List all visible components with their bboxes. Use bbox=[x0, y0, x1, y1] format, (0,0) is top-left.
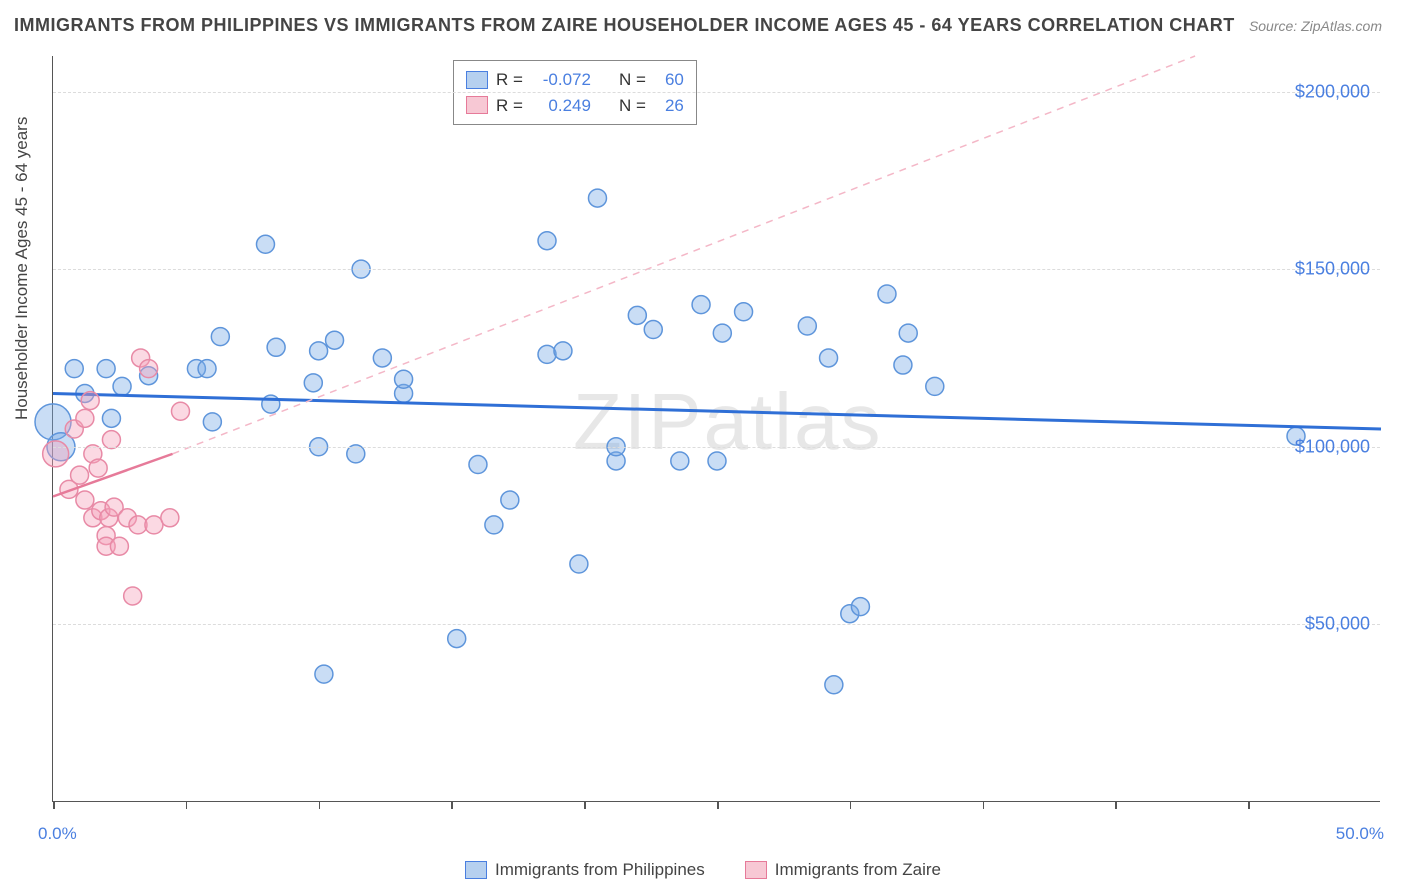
data-point bbox=[171, 402, 189, 420]
data-point bbox=[326, 331, 344, 349]
data-point bbox=[395, 370, 413, 388]
data-point bbox=[501, 491, 519, 509]
n-value: 60 bbox=[654, 67, 684, 93]
data-point bbox=[570, 555, 588, 573]
stats-swatch bbox=[466, 71, 488, 89]
data-point bbox=[825, 676, 843, 694]
data-point bbox=[708, 452, 726, 470]
x-tick bbox=[717, 801, 719, 809]
data-point bbox=[110, 537, 128, 555]
stats-swatch bbox=[466, 96, 488, 114]
x-tick bbox=[983, 801, 985, 809]
data-point bbox=[203, 413, 221, 431]
x-tick bbox=[451, 801, 453, 809]
r-label: R = bbox=[496, 67, 523, 93]
plot-svg bbox=[53, 56, 1380, 801]
y-tick-label: $150,000 bbox=[1295, 259, 1370, 280]
data-point bbox=[820, 349, 838, 367]
legend-item-zaire: Immigrants from Zaire bbox=[745, 860, 941, 880]
stats-legend-row: R = 0.249 N = 26 bbox=[466, 93, 684, 119]
data-point bbox=[878, 285, 896, 303]
x-tick bbox=[1248, 801, 1250, 809]
data-point bbox=[102, 409, 120, 427]
data-point bbox=[315, 665, 333, 683]
data-point bbox=[43, 441, 69, 467]
data-point bbox=[140, 360, 158, 378]
n-label: N = bbox=[619, 67, 646, 93]
correlation-chart: IMMIGRANTS FROM PHILIPPINES VS IMMIGRANT… bbox=[0, 0, 1406, 892]
x-tick bbox=[584, 801, 586, 809]
y-tick-label: $100,000 bbox=[1295, 436, 1370, 457]
y-tick-label: $50,000 bbox=[1305, 614, 1370, 635]
stats-legend-row: R = -0.072 N = 60 bbox=[466, 67, 684, 93]
data-point bbox=[124, 587, 142, 605]
data-point bbox=[65, 360, 83, 378]
data-point bbox=[304, 374, 322, 392]
data-point bbox=[373, 349, 391, 367]
data-point bbox=[588, 189, 606, 207]
grid-line bbox=[53, 92, 1380, 93]
data-point bbox=[692, 296, 710, 314]
y-axis-title: Householder Income Ages 45 - 64 years bbox=[12, 117, 32, 420]
data-point bbox=[113, 377, 131, 395]
swatch-philippines bbox=[465, 861, 487, 879]
x-tick bbox=[186, 801, 188, 809]
data-point bbox=[554, 342, 572, 360]
data-point bbox=[798, 317, 816, 335]
data-point bbox=[735, 303, 753, 321]
grid-line bbox=[53, 447, 1380, 448]
grid-line bbox=[53, 269, 1380, 270]
data-point bbox=[671, 452, 689, 470]
x-tick bbox=[1115, 801, 1117, 809]
legend-item-philippines: Immigrants from Philippines bbox=[465, 860, 705, 880]
source-label: Source: ZipAtlas.com bbox=[1249, 18, 1382, 34]
data-point bbox=[89, 459, 107, 477]
data-point bbox=[926, 377, 944, 395]
legend-label-zaire: Immigrants from Zaire bbox=[775, 860, 941, 880]
data-point bbox=[161, 509, 179, 527]
data-point bbox=[644, 321, 662, 339]
grid-line bbox=[53, 624, 1380, 625]
y-tick-label: $200,000 bbox=[1295, 81, 1370, 102]
data-point bbox=[469, 456, 487, 474]
x-tick bbox=[850, 801, 852, 809]
data-point bbox=[713, 324, 731, 342]
trend-line bbox=[53, 393, 1381, 429]
r-value: -0.072 bbox=[531, 67, 591, 93]
x-max-label: 50.0% bbox=[1336, 824, 1384, 844]
data-point bbox=[851, 598, 869, 616]
data-point bbox=[899, 324, 917, 342]
data-point bbox=[76, 491, 94, 509]
chart-title: IMMIGRANTS FROM PHILIPPINES VS IMMIGRANT… bbox=[14, 15, 1235, 36]
r-label: R = bbox=[496, 93, 523, 119]
data-point bbox=[267, 338, 285, 356]
x-tick bbox=[319, 801, 321, 809]
plot-area: ZIPatlas R =-0.072N =60R =0.249N =26 $50… bbox=[52, 56, 1380, 802]
n-value: 26 bbox=[654, 93, 684, 119]
n-label: N = bbox=[619, 93, 646, 119]
series-legend: Immigrants from Philippines Immigrants f… bbox=[0, 860, 1406, 880]
legend-label-philippines: Immigrants from Philippines bbox=[495, 860, 705, 880]
x-min-label: 0.0% bbox=[38, 824, 77, 844]
data-point bbox=[538, 232, 556, 250]
data-point bbox=[211, 328, 229, 346]
data-point bbox=[256, 235, 274, 253]
data-point bbox=[81, 392, 99, 410]
data-point bbox=[97, 360, 115, 378]
data-point bbox=[628, 306, 646, 324]
data-point bbox=[198, 360, 216, 378]
x-tick bbox=[53, 801, 55, 809]
data-point bbox=[538, 345, 556, 363]
swatch-zaire bbox=[745, 861, 767, 879]
data-point bbox=[76, 409, 94, 427]
r-value: 0.249 bbox=[531, 93, 591, 119]
data-point bbox=[894, 356, 912, 374]
data-point bbox=[71, 466, 89, 484]
data-point bbox=[448, 630, 466, 648]
data-point bbox=[485, 516, 503, 534]
data-point bbox=[310, 342, 328, 360]
